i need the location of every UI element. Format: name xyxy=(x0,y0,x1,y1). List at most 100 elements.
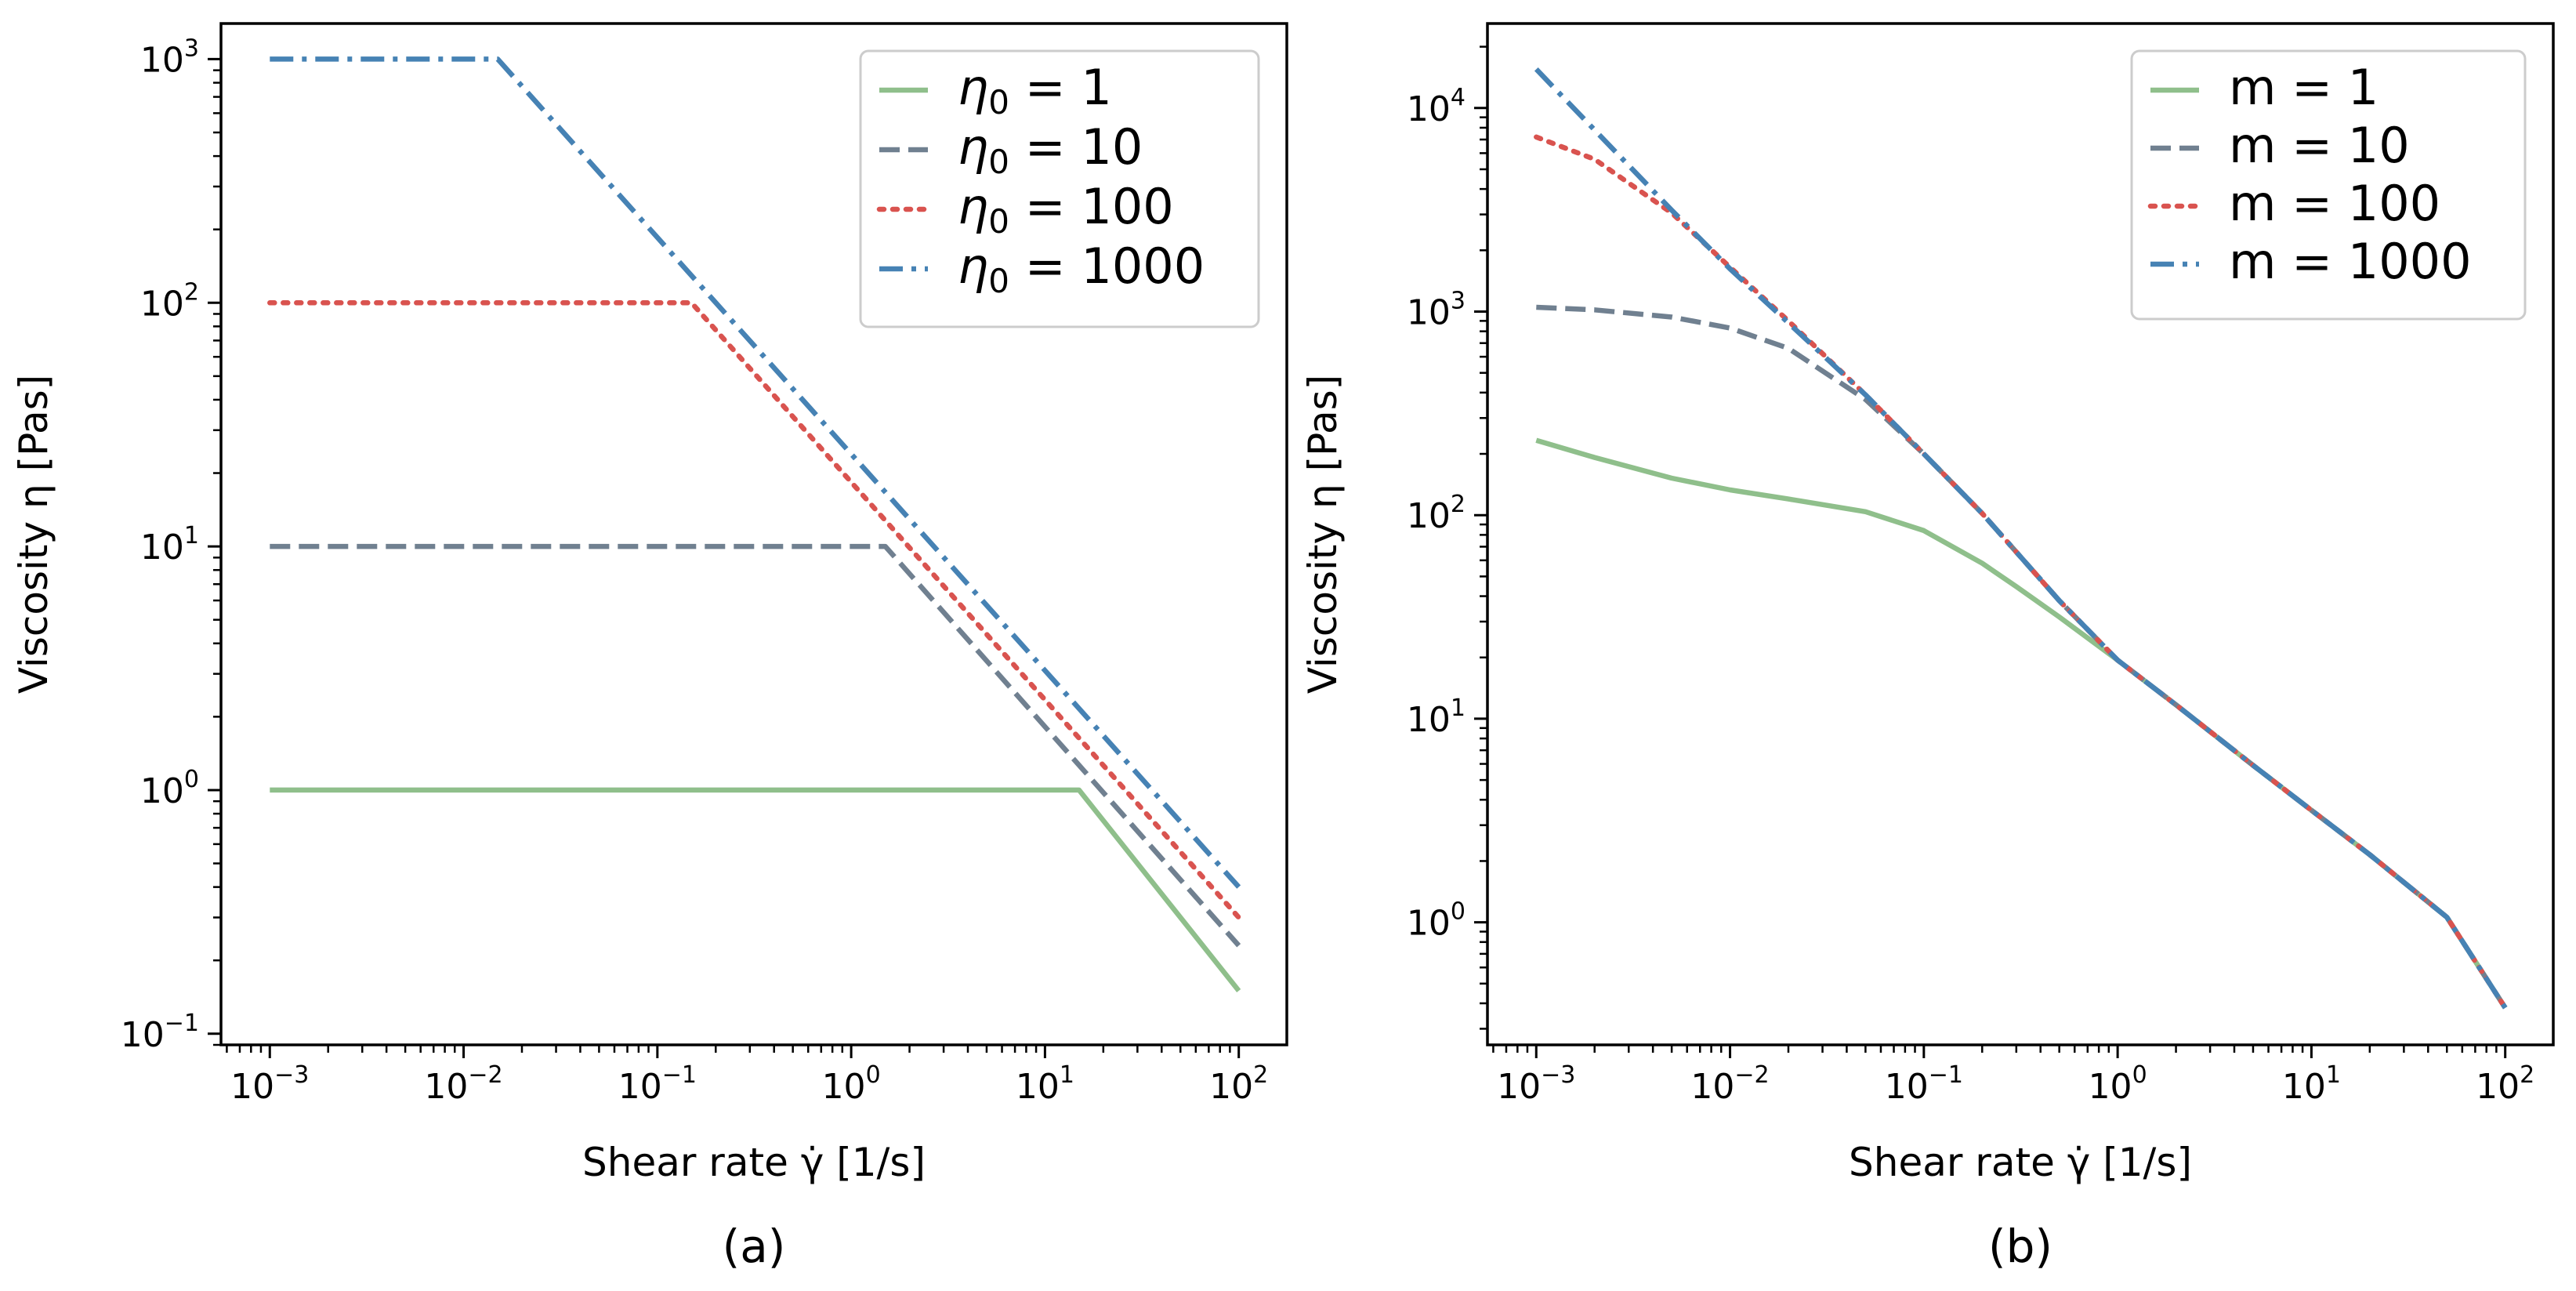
x-tick-label-base: 10 xyxy=(424,1067,468,1107)
y-tick-label-base: 10 xyxy=(1407,496,1451,536)
y-tick-label: 102 xyxy=(140,278,199,324)
legend-label: m = 1000 xyxy=(2229,233,2472,290)
x-tick-label-base: 10 xyxy=(2282,1067,2326,1107)
x-tick-label-exp: 2 xyxy=(1253,1061,1268,1089)
y-tick-label-base: 10 xyxy=(140,40,184,80)
x-tick-label-base: 10 xyxy=(1690,1067,1734,1107)
y-tick-label: 103 xyxy=(140,34,199,80)
legend-rest: = 10 xyxy=(1009,118,1143,176)
x-tick-label: 102 xyxy=(1209,1061,1268,1107)
x-axis-label: Shear rate γ̇ [1/s] xyxy=(582,1140,926,1185)
y-tick-label-exp: 1 xyxy=(1451,694,1466,722)
x-tick-label: 10−2 xyxy=(424,1061,502,1107)
y-tick-label-exp: 3 xyxy=(1451,287,1466,314)
legend-label: m = 100 xyxy=(2229,175,2440,232)
y-tick-label: 104 xyxy=(1407,84,1466,129)
legend-rest: = 1000 xyxy=(1009,238,1205,295)
y-tick-label-base: 10 xyxy=(1407,89,1451,129)
legend-symbol: η xyxy=(958,238,988,295)
x-tick-label-exp: −3 xyxy=(1541,1061,1575,1089)
x-tick-label-base: 10 xyxy=(822,1067,866,1107)
y-tick-label: 10−1 xyxy=(121,1010,199,1055)
series-group xyxy=(267,56,1241,993)
y-tick-label-base: 10 xyxy=(1407,700,1451,740)
legend-subscript: 0 xyxy=(988,83,1009,121)
x-tick-label: 10−2 xyxy=(1690,1061,1769,1107)
x-tick-label: 100 xyxy=(2089,1061,2147,1107)
legend-symbol: η xyxy=(958,178,988,235)
x-tick-label: 102 xyxy=(2476,1061,2534,1107)
x-tick-label-exp: −3 xyxy=(274,1061,309,1089)
legend-label: η0 = 1000 xyxy=(958,238,1205,300)
x-tick-label-base: 10 xyxy=(1885,1067,1929,1107)
y-tick-label-base: 10 xyxy=(140,771,184,811)
legend-rest: = 100 xyxy=(1009,178,1174,235)
x-tick-label: 10−3 xyxy=(230,1061,309,1107)
x-axis-label: Shear rate γ̇ [1/s] xyxy=(1849,1140,2192,1185)
panel-caption: (b) xyxy=(1988,1220,2052,1273)
x-tick-label-exp: 0 xyxy=(2132,1061,2147,1089)
x-tick-label: 101 xyxy=(2282,1061,2341,1107)
y-tick-label-exp: 0 xyxy=(1451,898,1466,926)
legend-subscript: 0 xyxy=(988,202,1009,241)
y-axis-label: Viscosity η [Pas] xyxy=(11,375,56,694)
y-tick-label-exp: 2 xyxy=(1451,491,1466,518)
legend-rest: = 1 xyxy=(1009,59,1112,116)
y-tick-label: 100 xyxy=(140,766,199,811)
x-tick-label: 10−1 xyxy=(1885,1061,1963,1107)
x-tick-label-base: 10 xyxy=(1209,1067,1253,1107)
panel-caption: (a) xyxy=(723,1220,786,1273)
y-tick-label-base: 10 xyxy=(121,1015,165,1055)
plot-frame xyxy=(1486,22,2555,1046)
y-tick-label: 102 xyxy=(1407,491,1466,536)
y-tick-label-exp: 1 xyxy=(184,522,199,549)
y-tick-label-base: 10 xyxy=(1407,904,1451,944)
legend-box xyxy=(2130,49,2527,321)
x-tick-label-base: 10 xyxy=(1016,1067,1060,1107)
x-tick-label-exp: 0 xyxy=(866,1061,881,1089)
panel-b: 10−3 10−2 10−1 100 101 102100101102103104Shea… xyxy=(1300,22,2555,1273)
y-axis-label: Viscosity η [Pas] xyxy=(1300,375,1346,694)
y-tick-label-base: 10 xyxy=(140,528,184,568)
y-tick-label-exp: −1 xyxy=(165,1010,199,1037)
legend-label: m = 10 xyxy=(2229,117,2410,174)
legend-subscript: 0 xyxy=(988,262,1009,300)
x-tick-label: 101 xyxy=(1016,1061,1074,1107)
x-tick-label-base: 10 xyxy=(2089,1067,2132,1107)
y-tick-label-exp: 2 xyxy=(184,278,199,306)
series-line--0-10 xyxy=(270,543,1241,948)
legend-subscript: 0 xyxy=(988,143,1009,181)
y-tick-label: 103 xyxy=(1407,287,1466,332)
y-tick-label: 101 xyxy=(140,522,199,568)
x-tick-label: 10−3 xyxy=(1497,1061,1575,1107)
x-tick-label-exp: −2 xyxy=(1734,1061,1769,1089)
series-line-m-10 xyxy=(1536,304,2508,1010)
x-tick-label-exp: 2 xyxy=(2520,1061,2534,1089)
plot-frame xyxy=(219,22,1288,1046)
y-tick-label-exp: 3 xyxy=(184,34,199,62)
x-tick-label: 10−1 xyxy=(618,1061,697,1107)
x-tick-label-exp: −2 xyxy=(468,1061,502,1089)
series-line--0-1 xyxy=(270,787,1241,993)
legend-symbol: η xyxy=(958,118,988,176)
y-tick-label-base: 10 xyxy=(1407,292,1451,332)
x-tick-label-base: 10 xyxy=(618,1067,662,1107)
x-tick-label: 100 xyxy=(822,1061,881,1107)
x-tick-label-exp: −1 xyxy=(662,1061,697,1089)
legend-label: m = 1 xyxy=(2229,59,2379,116)
legend-label: η0 = 100 xyxy=(958,178,1174,241)
x-tick-label-exp: 1 xyxy=(2326,1061,2341,1089)
y-tick-label-exp: 4 xyxy=(1451,84,1466,111)
series-line--0-1000 xyxy=(270,56,1241,889)
legend-label: η0 = 10 xyxy=(958,118,1143,181)
legend-box xyxy=(859,49,1260,328)
panel-a: 10−3 10−2 10−1 100 101 10210−1100101102103She… xyxy=(11,22,1288,1273)
x-tick-label-exp: −1 xyxy=(1929,1061,1963,1089)
y-tick-label-base: 10 xyxy=(140,284,184,324)
legend-label: η0 = 1 xyxy=(958,59,1112,121)
y-tick-label-exp: 0 xyxy=(184,766,199,793)
x-tick-label-base: 10 xyxy=(1497,1067,1541,1107)
